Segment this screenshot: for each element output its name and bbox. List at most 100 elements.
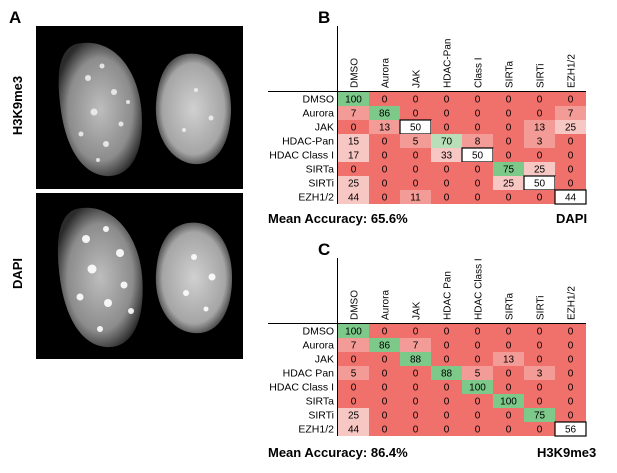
column-label: Class I [474,57,485,88]
heatmap-cell [524,352,555,366]
heatmap-cell [493,422,524,436]
diagonal-cell [369,338,400,352]
cell-value: 88 [410,355,422,366]
heatmap-cell [493,190,524,204]
cell-value: 0 [444,179,450,190]
diagonal-cell [369,106,400,120]
cell-value: 0 [537,355,543,366]
cell-value: 0 [413,165,419,176]
cell-value: 50 [410,123,422,134]
heatmap-cell [431,422,462,436]
cell-value: 0 [506,383,512,394]
heatmap-cell [524,120,555,134]
heatmap-cell [369,176,400,190]
cell-value: 44 [565,193,577,204]
cell-value: 0 [537,95,543,106]
stain-label-c: H3K9me3 [537,445,597,460]
cell-value: 0 [413,179,419,190]
heatmap-cell [524,162,555,176]
cell-value: 0 [568,151,574,162]
column-label: Aurora [381,58,392,88]
heatmap-cell [431,92,462,106]
heatmap-cell [400,148,431,162]
column-label: HDAC Pan [443,271,454,320]
heatmap-cell [462,120,493,134]
heatmap-cell [462,366,493,380]
cell-value: 0 [382,355,388,366]
heatmap-cell [400,408,431,422]
cell-value: 11 [410,193,421,204]
heatmap-cell [431,324,462,338]
heatmap-cell [493,408,524,422]
cell-value: 0 [568,137,574,148]
cell-value: 5 [351,369,357,380]
heatmap-cell [493,176,524,190]
cell-value: 0 [537,151,543,162]
heatmap-cell [493,366,524,380]
heatmap-cell [431,394,462,408]
row-label: EZH1/2 [298,424,334,436]
diagonal-cell [554,421,587,437]
heatmap-cell [493,148,524,162]
confusion-matrix-c: DMSO Aurora JAK HDAC Pan HDAC Class I SIRTa SI… [268,258,608,437]
heatmap-cell [462,134,493,148]
cell-value: 0 [413,327,419,338]
cell-value: 0 [444,383,450,394]
micrograph-dapi [36,193,243,359]
heatmap-cell [524,324,555,338]
cell-value: 0 [444,327,450,338]
column-label: HDAC-Pan [443,39,454,88]
cell-value: 13 [534,123,546,134]
heatmap-cell [555,106,586,120]
cell-value: 0 [413,411,419,422]
cell-value: 0 [382,193,388,204]
heatmap-cell [400,394,431,408]
heatmap-cell [400,92,431,106]
heatmap-cell [524,148,555,162]
cell-value: 5 [413,137,419,148]
cell-value: 0 [568,95,574,106]
cell-value: 7 [568,109,574,120]
heatmap-cell [555,148,586,162]
heatmap-cell [338,380,369,394]
heatmap-cell [524,394,555,408]
cell-value: 0 [413,397,419,408]
diagonal-cell [462,380,493,394]
heatmap-cell [338,148,369,162]
heatmap-cell [462,92,493,106]
cell-value: 0 [506,95,512,106]
cell-value: 0 [351,397,357,408]
cell-value: 8 [475,137,481,148]
column-label: SIRTi [536,296,547,320]
cell-value: 0 [382,411,388,422]
row-label: SIRTa [306,164,335,176]
cell-value: 0 [382,425,388,436]
heatmap-cell [524,380,555,394]
cell-value: 25 [348,179,360,190]
cell-value: 0 [444,109,450,120]
heatmap-b-svg: DMSO Aurora JAK HDAC-Pan Class I SIRTa SIRTi EZ… [268,26,587,205]
cell-value: 0 [382,327,388,338]
column-label: SIRTa [505,61,516,88]
cell-value: 0 [351,123,357,134]
row-label: JAK [315,354,334,366]
heatmap-cell [462,106,493,120]
cell-value: 0 [475,179,481,190]
heatmap-cell [400,324,431,338]
cell-value: 0 [413,369,419,380]
heatmap-cell [462,422,493,436]
cell-value: 0 [568,383,574,394]
cell-value: 25 [534,165,546,176]
heatmap-cell [524,366,555,380]
row-label: SIRTi [308,178,334,190]
nucleus-left [58,42,142,177]
micrograph-h3k9me3 [36,26,243,189]
heatmap-cell [524,422,555,436]
heatmap-cell [369,422,400,436]
cell-value: 0 [475,165,481,176]
heatmap-c-svg: DMSO Aurora JAK HDAC Pan HDAC Class I SIRTa SI… [268,258,587,437]
cell-value: 0 [382,165,388,176]
cell-value: 0 [475,327,481,338]
heatmap-cell [338,106,369,120]
diagonal-cell [400,352,431,366]
